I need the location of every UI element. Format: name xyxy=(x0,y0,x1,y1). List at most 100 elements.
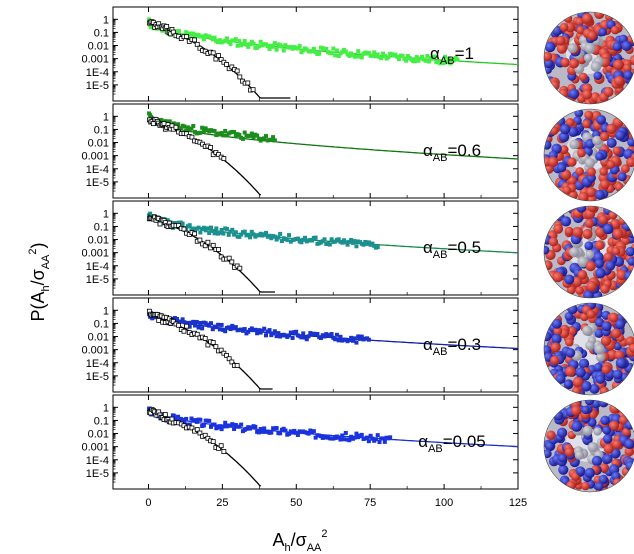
data-point xyxy=(267,46,272,51)
particle xyxy=(558,453,568,463)
data-point xyxy=(271,44,276,49)
data-point xyxy=(246,44,251,49)
data-point xyxy=(329,332,334,337)
data-point xyxy=(237,39,242,44)
particle xyxy=(627,263,634,274)
data-point xyxy=(256,328,261,333)
reference-point xyxy=(210,50,216,56)
y-axis-title: P(Ah/σAA2) xyxy=(27,242,52,321)
data-point xyxy=(423,58,428,63)
data-point xyxy=(219,131,224,136)
data-point xyxy=(444,60,449,65)
y-tick-label: 0.001 xyxy=(81,442,109,454)
data-point xyxy=(148,211,153,216)
data-point xyxy=(200,34,205,39)
reference-point xyxy=(229,259,235,265)
data-point xyxy=(441,61,446,66)
particle xyxy=(565,118,575,127)
data-point xyxy=(233,37,238,42)
particle xyxy=(558,464,569,475)
y-tick-label: 0.001 xyxy=(81,345,109,357)
particle xyxy=(574,450,585,460)
panel-frame xyxy=(112,200,519,296)
data-point xyxy=(432,54,437,59)
data-point xyxy=(198,320,203,325)
particle xyxy=(603,454,613,464)
data-point xyxy=(232,426,237,431)
reference-point xyxy=(216,53,221,58)
data-point xyxy=(230,323,235,328)
alpha-label: αAB=0.6 xyxy=(423,141,481,164)
data-point xyxy=(278,231,283,236)
particle xyxy=(582,325,593,336)
particle xyxy=(594,343,605,355)
data-point xyxy=(412,59,417,64)
particle xyxy=(598,474,609,485)
reference-point xyxy=(202,336,208,341)
particle xyxy=(602,434,613,444)
data-point xyxy=(191,124,196,129)
particle xyxy=(608,420,620,431)
data-point xyxy=(210,228,215,233)
panel-frame xyxy=(112,297,519,393)
particle xyxy=(553,224,564,234)
data-point xyxy=(237,234,242,239)
sphere-image-2 xyxy=(543,205,634,299)
data-point xyxy=(208,321,213,326)
reference-point xyxy=(192,37,197,43)
data-point xyxy=(177,28,182,33)
data-point xyxy=(228,41,233,46)
data-point xyxy=(255,331,260,336)
data-point xyxy=(375,245,380,250)
data-point xyxy=(217,230,222,235)
data-point xyxy=(193,323,198,328)
data-point xyxy=(354,340,359,345)
data-point xyxy=(354,431,359,436)
y-tick-label: 1E-5 xyxy=(86,177,109,189)
data-point xyxy=(349,434,354,439)
particle xyxy=(586,281,597,292)
reference-point xyxy=(250,87,256,93)
particle xyxy=(585,340,595,351)
reference-point xyxy=(169,416,175,422)
reference-point xyxy=(205,435,211,441)
data-point xyxy=(381,436,386,441)
reference-point xyxy=(224,352,229,358)
particle xyxy=(601,321,612,332)
data-point xyxy=(287,233,292,238)
data-point xyxy=(221,424,226,429)
data-point xyxy=(212,128,217,133)
alpha-label: αAB=0.5 xyxy=(423,238,481,261)
reference-point xyxy=(170,29,176,35)
particle xyxy=(598,27,607,37)
data-point xyxy=(283,428,288,433)
particle xyxy=(584,218,595,228)
data-point xyxy=(191,319,196,324)
particle xyxy=(572,376,584,388)
particle xyxy=(584,42,596,54)
particle xyxy=(584,467,595,479)
data-point xyxy=(303,235,308,240)
particle xyxy=(564,379,573,389)
data-point xyxy=(365,435,370,440)
fit-line xyxy=(147,117,518,160)
reference-point xyxy=(164,23,170,29)
data-point xyxy=(397,57,402,62)
data-point xyxy=(278,431,283,436)
data-point xyxy=(207,418,212,423)
particle xyxy=(595,352,606,362)
particle xyxy=(544,245,550,255)
reference-point xyxy=(189,425,195,431)
data-point xyxy=(343,430,348,435)
particle xyxy=(556,43,568,54)
particle xyxy=(584,400,595,406)
data-point xyxy=(180,221,185,226)
particle xyxy=(576,206,587,213)
y-tick-label: 1 xyxy=(103,305,109,317)
data-point xyxy=(315,331,320,336)
data-point xyxy=(167,119,172,124)
data-point xyxy=(304,337,309,342)
data-point xyxy=(373,437,378,442)
data-point xyxy=(194,419,199,424)
data-point xyxy=(269,236,274,241)
